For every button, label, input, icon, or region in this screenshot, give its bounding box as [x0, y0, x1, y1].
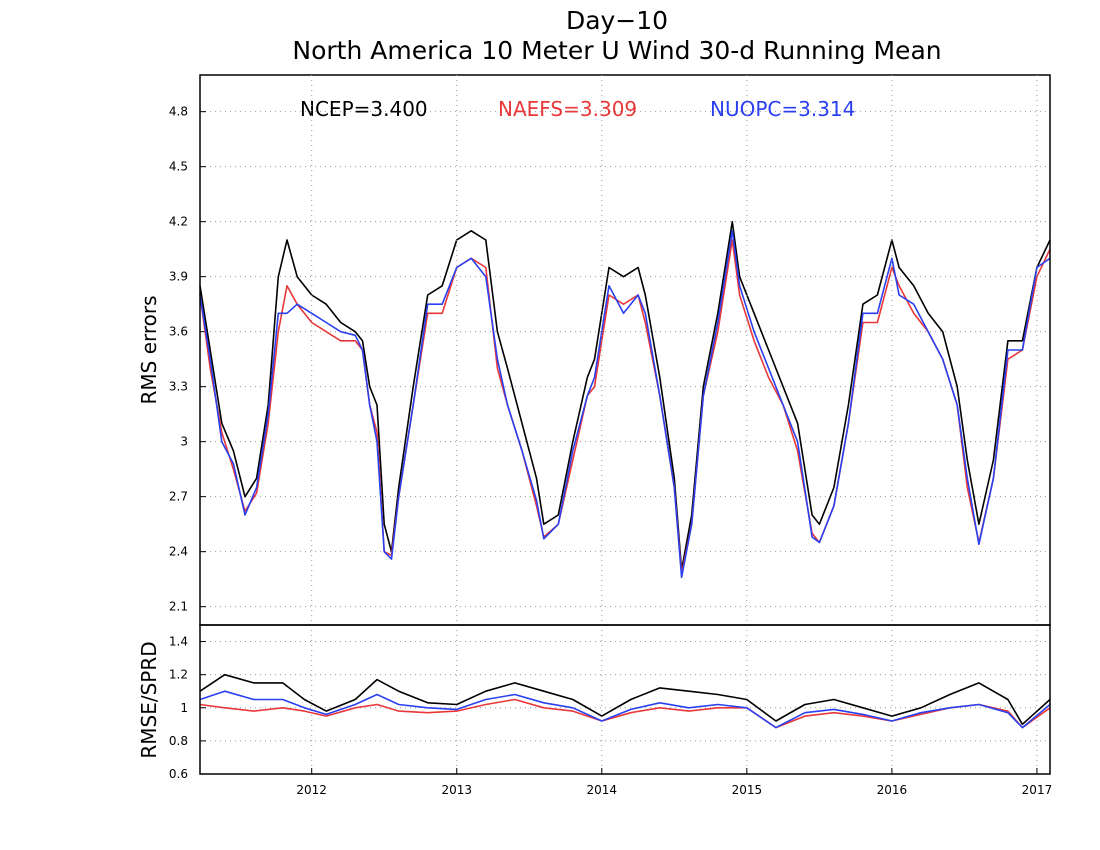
x-ticks: 2012 2013 2014 2015 2016 2017 — [296, 768, 1052, 797]
ratio-y-tick-label: 1.2 — [169, 668, 188, 682]
ratio-y-axis-label: RMSE/SPRD — [137, 641, 161, 758]
ratio-panel: 1.4 1.2 1 0.8 0.6 RMSE/SPRD 2012 2013 2014 2015… — [137, 75, 1052, 797]
main-y-axis-label: RMS errors — [137, 295, 161, 404]
x-tick-label: 2016 — [877, 783, 908, 797]
ratio-y-tick-label: 0.6 — [169, 767, 188, 781]
main-y-tick-label: 2.4 — [169, 545, 188, 559]
main-plot-frame — [199, 74, 1051, 626]
ratio-plot-frame — [199, 624, 1051, 775]
main-panel: 4.84.54.23.93.63.332.72.42.1 RMS errors … — [137, 74, 1051, 626]
main-y-tick-label: 4.8 — [169, 105, 188, 119]
legend-nuopc: NUOPC=3.314 — [710, 97, 855, 121]
ratio-series-line-0 — [199, 673, 1051, 726]
main-gridlines — [200, 111, 1050, 608]
ratio-y-tick-label: 1.4 — [169, 635, 188, 649]
main-series-line-0 — [199, 220, 1051, 571]
ratio-series-line-1 — [199, 698, 1051, 729]
x-tick-label: 2012 — [296, 783, 327, 797]
ratio-series-line-2 — [199, 690, 1051, 729]
main-series-line-2 — [199, 230, 1051, 579]
main-y-tick-label: 3 — [180, 435, 188, 449]
main-y-tick-label: 4.5 — [169, 160, 188, 174]
x-tick-label: 2013 — [441, 783, 472, 797]
main-y-tick-label: 3.3 — [169, 380, 188, 394]
main-series-lines — [199, 220, 1051, 579]
main-y-tick-label: 3.9 — [169, 270, 188, 284]
ratio-gridlines — [200, 75, 1050, 775]
main-y-tick-label: 4.2 — [169, 215, 188, 229]
main-y-ticks: 4.8 4.5 4.2 3.9 3.6 3.3 3 2.7 2.4 2.1 — [169, 105, 206, 614]
main-y-tick-label: 3.6 — [169, 325, 188, 339]
main-y-tick-label: 2.1 — [169, 600, 188, 614]
x-tick-label: 2014 — [587, 783, 618, 797]
ratio-y-tick-label: 0.8 — [169, 734, 188, 748]
ratio-y-ticks: 1.4 1.2 1 0.8 0.6 — [169, 635, 206, 781]
x-tick-label: 2017 — [1022, 783, 1053, 797]
x-tick-label: 2015 — [732, 783, 763, 797]
legend-ncep: NCEP=3.400 — [300, 97, 428, 121]
chart-title: Day−10 — [566, 6, 668, 35]
main-y-tick-label: 2.7 — [169, 490, 188, 504]
ratio-series-lines — [199, 673, 1051, 729]
legend-naefs: NAEFS=3.309 — [498, 97, 637, 121]
ratio-y-tick-label: 1 — [180, 701, 188, 715]
main-series-line-1 — [199, 239, 1051, 575]
chart-subtitle: North America 10 Meter U Wind 30-d Runni… — [292, 36, 941, 65]
